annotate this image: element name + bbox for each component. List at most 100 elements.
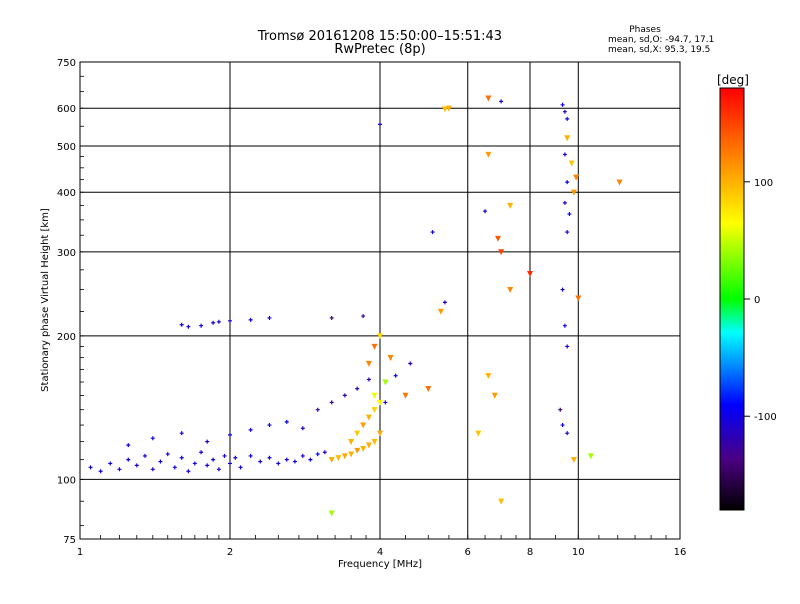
- data-point: [186, 324, 191, 329]
- data-point: [267, 423, 272, 428]
- x-axis-ticks: 1 2 4 6 8 10 16: [77, 535, 687, 558]
- data-point: [354, 430, 361, 437]
- data-point: [98, 469, 103, 474]
- data-point: [616, 179, 623, 186]
- data-point: [267, 315, 272, 320]
- data-point: [445, 105, 452, 112]
- x-tick-label: 10: [572, 547, 585, 558]
- data-point: [485, 373, 492, 380]
- data-point: [211, 320, 216, 325]
- data-point: [495, 235, 501, 242]
- data-point: [142, 453, 147, 458]
- data-point: [248, 427, 253, 432]
- data-point: [108, 461, 113, 466]
- data-point: [565, 116, 570, 121]
- x-tick-label: 1: [77, 547, 83, 558]
- data-point: [365, 360, 372, 367]
- data-point: [562, 109, 567, 114]
- data-point: [565, 344, 570, 349]
- data-point: [205, 439, 210, 444]
- x-tick-label: 16: [674, 547, 687, 558]
- data-point: [126, 443, 131, 448]
- data-point: [179, 431, 184, 436]
- data-point: [315, 452, 320, 457]
- colorbar-label: [deg]: [717, 73, 749, 87]
- data-point: [387, 355, 394, 361]
- data-point: [361, 314, 366, 319]
- data-point: [292, 459, 297, 464]
- data-point: [308, 457, 313, 462]
- data-point: [205, 463, 210, 468]
- data-point: [222, 453, 227, 458]
- data-point: [335, 455, 342, 462]
- data-point: [329, 400, 334, 405]
- data-point: [228, 318, 232, 323]
- data-point: [179, 455, 184, 460]
- data-point: [158, 459, 163, 464]
- data-point: [377, 430, 383, 437]
- colorbar: [719, 87, 745, 511]
- data-point: [233, 455, 238, 460]
- data-point: [565, 230, 570, 235]
- data-point: [117, 467, 122, 472]
- data-point: [248, 317, 253, 322]
- data-point: [199, 450, 204, 455]
- data-point: [383, 400, 388, 405]
- data-point: [507, 202, 514, 209]
- data-point: [564, 135, 571, 142]
- phases-mean-o: mean, sd,O: -94.7, 17.1: [608, 35, 714, 45]
- data-point: [393, 373, 398, 378]
- data-point: [186, 469, 191, 474]
- plot-grid: [80, 62, 680, 539]
- data-point: [284, 419, 289, 424]
- x-tick-label: 8: [527, 547, 533, 558]
- colorbar-tick-label: 0: [754, 295, 760, 306]
- data-point: [199, 323, 204, 328]
- data-point: [360, 446, 367, 452]
- data-point: [284, 457, 289, 462]
- data-point: [322, 450, 327, 455]
- data-point: [150, 467, 155, 472]
- x-tick-label: 4: [377, 547, 383, 558]
- data-point: [238, 465, 243, 470]
- data-point: [216, 319, 221, 324]
- chart-title: Tromsø 20161208 15:50:00–15:51:43: [257, 29, 502, 44]
- y-tick-label: 300: [57, 248, 76, 259]
- data-point: [165, 452, 170, 457]
- y-tick-label: 600: [57, 104, 76, 115]
- data-point: [355, 386, 360, 391]
- data-point: [570, 457, 577, 464]
- data-point: [567, 212, 572, 217]
- data-point: [587, 453, 594, 460]
- data-point: [126, 457, 131, 462]
- data-point: [328, 457, 335, 464]
- data-point: [329, 315, 334, 320]
- y-axis-ticks: 75 100 200 300 400 500 600 750: [57, 58, 84, 546]
- data-point: [575, 295, 582, 302]
- x-axis-label: Frequency [MHz]: [338, 559, 422, 570]
- y-tick-label: 75: [63, 535, 76, 546]
- data-point: [258, 459, 263, 464]
- data-point: [378, 122, 382, 127]
- data-point: [562, 152, 567, 157]
- data-point: [527, 271, 533, 277]
- data-point: [442, 300, 447, 305]
- data-point: [348, 439, 355, 445]
- data-point: [441, 106, 448, 113]
- data-point: [315, 407, 320, 412]
- data-point: [402, 392, 409, 399]
- data-point: [437, 308, 444, 315]
- data-point: [485, 95, 492, 102]
- y-axis-label: Stationary phase Virtual Height [km]: [40, 208, 51, 392]
- data-point: [377, 399, 383, 406]
- data-point: [371, 392, 378, 399]
- data-point: [365, 442, 372, 449]
- data-point: [491, 392, 498, 399]
- data-point: [485, 151, 492, 158]
- x-tick-label: 2: [227, 547, 233, 558]
- y-tick-label: 100: [57, 475, 76, 486]
- y-tick-label: 200: [57, 332, 76, 343]
- data-point: [565, 180, 570, 185]
- data-point: [216, 467, 221, 472]
